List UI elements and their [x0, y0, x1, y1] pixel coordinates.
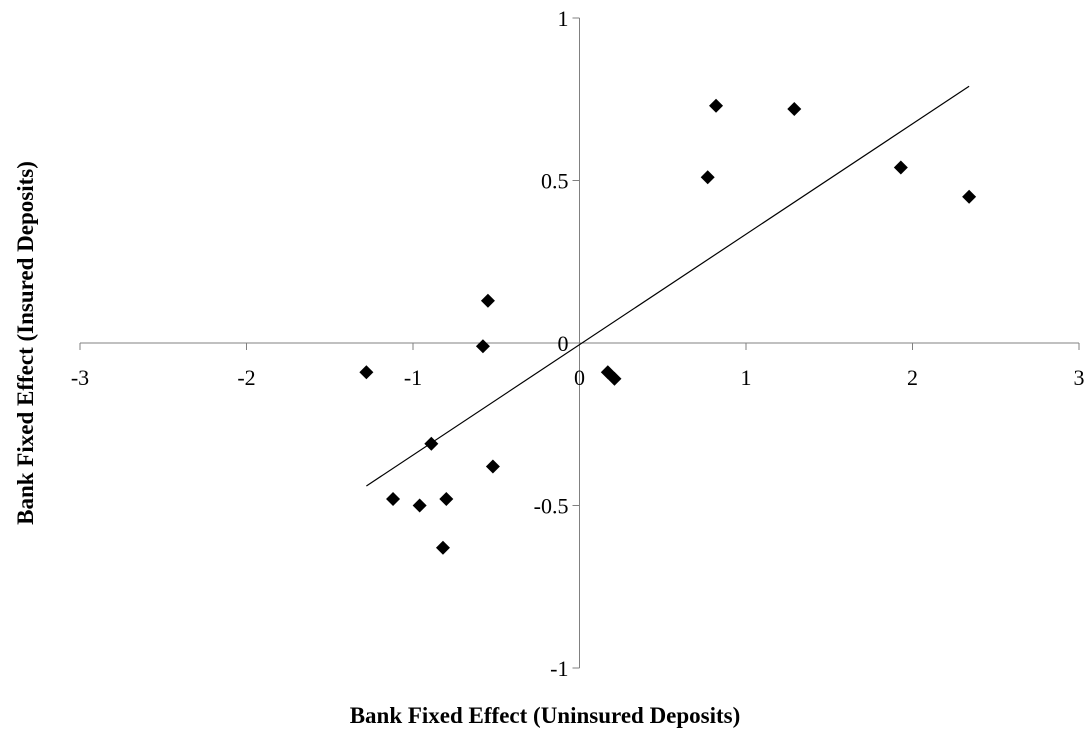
data-point [359, 365, 374, 380]
x-tick-label: 3 [1074, 365, 1085, 390]
axes [79, 17, 1080, 669]
data-point [424, 436, 439, 451]
y-tick-label: -1 [550, 656, 568, 681]
data-point [962, 189, 977, 204]
data-point [439, 492, 454, 506]
data-point [700, 170, 715, 185]
y-tick-label: 0 [558, 331, 569, 356]
y-tick-label: -0.5 [534, 494, 569, 519]
data-point [709, 98, 724, 113]
trendline [366, 85, 970, 487]
y-tick-labels: 1 0.5 0 -0.5 -1 [534, 6, 569, 681]
x-tick-label: 1 [741, 365, 752, 390]
data-point [435, 540, 450, 555]
y-axis-title: Bank Fixed Effect (Insured Deposits) [13, 161, 38, 525]
data-point [480, 293, 495, 308]
data-point [607, 371, 622, 386]
x-axis-title: Bank Fixed Effect (Uninsured Deposits) [350, 703, 741, 728]
x-tick-label: 0 [574, 365, 585, 390]
data-point [485, 459, 500, 474]
x-tick-label: -1 [404, 365, 422, 390]
trendline-group [366, 85, 970, 487]
y-tick-label: 1 [558, 6, 569, 31]
data-point [386, 492, 401, 506]
data-point [412, 498, 427, 513]
x-tick-label: 2 [907, 365, 918, 390]
x-tick-label: -3 [71, 365, 89, 390]
x-tick-labels: -3 -2 -1 0 1 2 3 [71, 365, 1085, 390]
data-point [787, 102, 802, 116]
data-point [475, 339, 490, 354]
data-points [359, 98, 977, 555]
x-tick-label: -2 [237, 365, 255, 390]
data-point [893, 160, 908, 175]
y-tick-label: 0.5 [541, 169, 569, 194]
